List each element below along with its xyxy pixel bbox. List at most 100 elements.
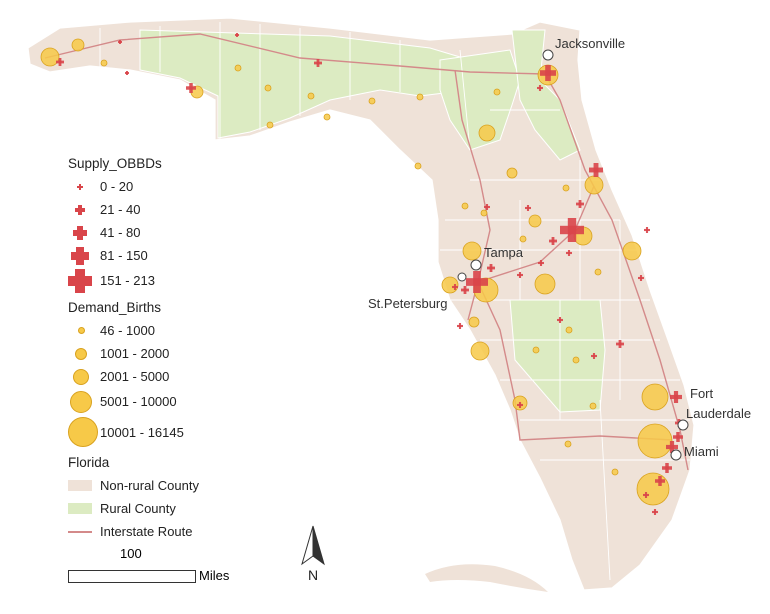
demand-circle [565, 326, 573, 334]
supply-cross [662, 463, 672, 473]
city-marker-jacksonville [542, 49, 554, 61]
legend-florida-item: Interstate Route [68, 520, 199, 543]
north-arrow-icon: N [301, 525, 325, 583]
demand-circle [572, 356, 580, 364]
demand-circle [611, 468, 619, 476]
supply-cross [517, 272, 523, 278]
supply-cross [537, 85, 543, 91]
demand-circle [71, 38, 85, 52]
demand-circle [622, 241, 642, 261]
supply-cross [186, 83, 196, 93]
demand-circles [40, 38, 673, 506]
city-label-tampa: Tampa [484, 245, 524, 260]
rural-county-north [439, 49, 521, 151]
city-markers [457, 49, 689, 461]
demand-circle [234, 64, 242, 72]
city-label-st-petersburg: St.Petersburg [368, 296, 448, 311]
supply-cross [540, 65, 556, 81]
supply-cross [673, 432, 683, 442]
supply-cross-icon [71, 246, 89, 265]
legend-demand-item: 46 - 1000 [68, 319, 199, 342]
legend-florida-item: Non-rural County [68, 474, 199, 497]
demand-circle [528, 214, 542, 228]
legend-demand-item: 5001 - 10000 [68, 388, 199, 415]
demand-circle [266, 121, 274, 129]
demand-circle-icon [70, 390, 92, 413]
supply-cross [655, 476, 665, 486]
supply-cross [457, 323, 463, 329]
supply-cross [487, 264, 495, 272]
city-label-jacksonville: Jacksonville [555, 36, 626, 51]
supply-cross [589, 163, 603, 177]
florida-non-rural-base [27, 17, 695, 591]
legend-supply-item: 21 - 40 [68, 198, 199, 221]
city-label-lauderdale: Lauderdale [686, 406, 752, 421]
demand-circle [589, 402, 597, 410]
supply-cross [616, 340, 624, 348]
city-marker-tampa [470, 259, 482, 271]
supply-cross [560, 218, 584, 242]
demand-circle [534, 273, 556, 295]
demand-circle [414, 162, 422, 170]
demand-circle [641, 383, 669, 411]
supply-cross [125, 71, 129, 75]
demand-circle [480, 209, 488, 217]
demand-circle-icon [68, 417, 98, 447]
supply-cross-icon [73, 225, 87, 240]
supply-cross [566, 250, 572, 256]
scale-bar-rect [68, 570, 196, 583]
demand-circle [519, 235, 527, 243]
legend-supply-title: Supply_OBBDs [68, 156, 162, 171]
non-rural-swatch [68, 480, 92, 491]
supply-cross [644, 227, 650, 233]
demand-circle [478, 124, 496, 142]
demand-circle [562, 184, 570, 192]
legend-demand-item: 10001 - 16145 [68, 415, 199, 449]
demand-circle [462, 241, 482, 261]
demand-circle [264, 84, 272, 92]
demand-circle-icon [78, 327, 85, 334]
legend-supply-item: 41 - 80 [68, 221, 199, 244]
demand-circle [493, 88, 501, 96]
supply-cross-icon [77, 183, 83, 190]
north-arrow: N [298, 524, 328, 584]
supply-cross [525, 205, 531, 211]
demand-circle [461, 202, 469, 210]
demand-circle [636, 472, 670, 506]
demand-circle-icon [73, 368, 89, 385]
supply-cross [466, 271, 488, 293]
supply-cross [452, 284, 458, 290]
legend-demand-item: 1001 - 2000 [68, 342, 199, 365]
demand-circle [470, 341, 490, 361]
supply-cross [118, 40, 122, 44]
legend-demand-title: Demand_Births [68, 300, 162, 315]
demand-circle [323, 113, 331, 121]
demand-circle [506, 167, 518, 179]
supply-crosses [56, 33, 683, 515]
demand-circle [368, 97, 376, 105]
legend-florida-item: Rural County [68, 497, 199, 520]
legend-supply-item: 151 - 213 [68, 267, 199, 294]
supply-cross [235, 33, 239, 37]
city-marker-st-petersburg [457, 272, 467, 282]
supply-cross [591, 353, 597, 359]
demand-circle [100, 59, 108, 67]
scale-bar-value: 100 [120, 546, 142, 561]
florida-keys [425, 564, 548, 592]
map-legend: Supply_OBBDs 0 - 20 21 - 40 41 - 80 81 -… [68, 150, 199, 543]
supply-cross [670, 391, 682, 403]
demand-circle [584, 175, 604, 195]
demand-circle-icon [75, 347, 87, 360]
city-marker-miami [670, 449, 682, 461]
supply-cross [538, 260, 544, 266]
supply-cross [652, 509, 658, 515]
rural-swatch [68, 503, 92, 514]
interstate-line-swatch [68, 530, 92, 533]
supply-cross-icon [68, 268, 92, 293]
legend-supply-item: 0 - 20 [68, 175, 199, 198]
supply-cross [549, 237, 557, 245]
supply-cross [638, 275, 644, 281]
legend-florida-title: Florida [68, 455, 110, 470]
